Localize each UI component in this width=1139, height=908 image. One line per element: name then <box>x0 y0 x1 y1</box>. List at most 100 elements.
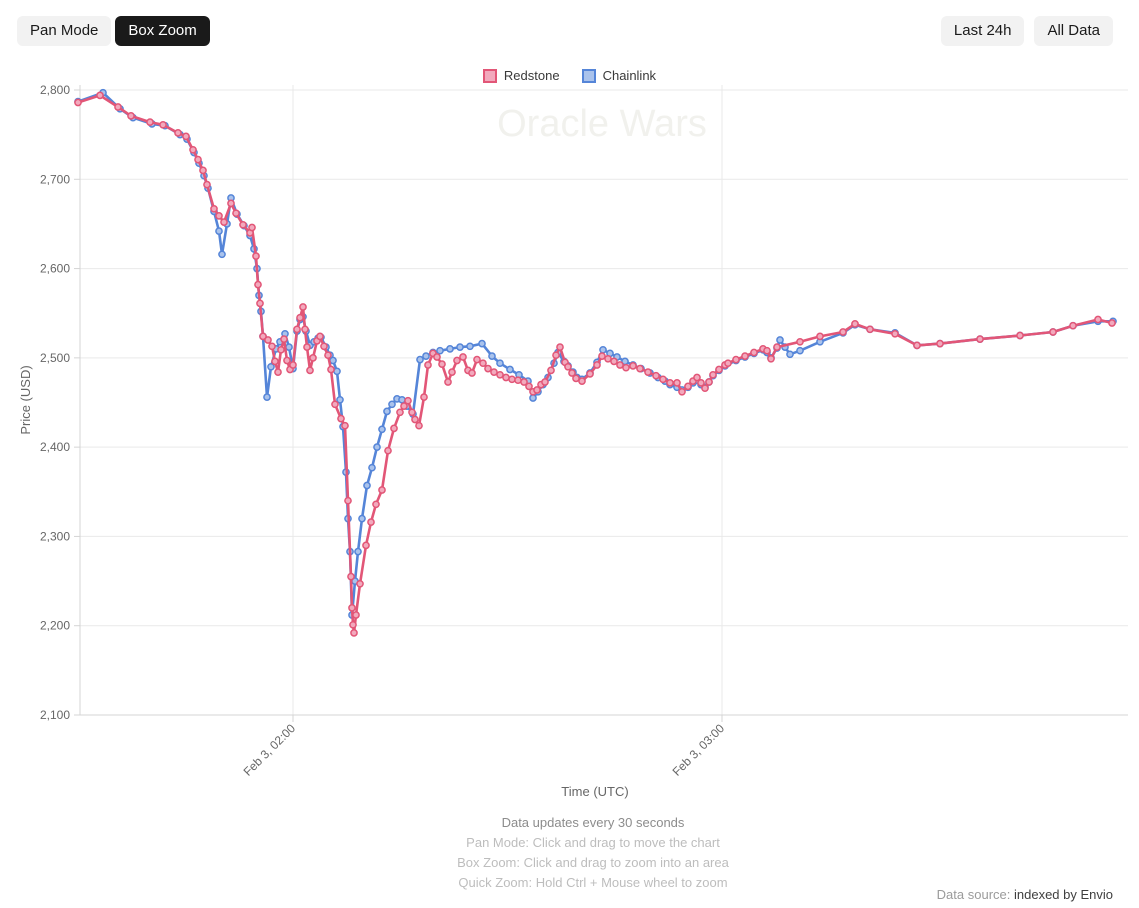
redstone-point <box>146 118 154 126</box>
redstone-point <box>976 335 984 343</box>
y-axis-title: Price (USD) <box>18 365 33 434</box>
redstone-swatch-icon <box>482 68 497 83</box>
y-tick-label: 2,600 <box>40 262 70 276</box>
pan-mode-note: Pan Mode: Click and drag to move the cha… <box>466 835 720 850</box>
range-toolbar: Last 24h All Data <box>940 16 1113 46</box>
redstone-point <box>796 337 804 346</box>
y-tick-label: 2,100 <box>40 708 70 722</box>
redstone-point <box>268 342 276 351</box>
redstone-point <box>299 303 307 311</box>
redstone-point <box>636 364 644 373</box>
chainlink-point <box>358 514 366 523</box>
redstone-point <box>479 359 487 368</box>
redstone-point <box>448 368 456 376</box>
watermark: Oracle Wars <box>497 103 707 145</box>
redstone-point <box>547 366 555 375</box>
redstone-point <box>324 351 332 360</box>
redstone-point <box>652 371 660 380</box>
redstone-point <box>424 361 432 369</box>
redstone-point <box>533 386 541 394</box>
legend-item-chainlink[interactable]: Chainlink <box>581 68 656 83</box>
pan-mode-button[interactable]: Pan Mode <box>17 16 112 46</box>
redstone-point <box>568 369 576 377</box>
envio-link[interactable]: indexed by Envio <box>1013 887 1113 902</box>
redstone-point <box>1069 321 1077 330</box>
redstone-point <box>525 382 533 391</box>
redstone-point <box>610 357 618 366</box>
redstone-point <box>182 132 190 141</box>
data-source-prefix: Data source: <box>936 887 1011 902</box>
redstone-point <box>348 604 356 612</box>
redstone-point <box>586 370 594 378</box>
legend-item-redstone[interactable]: Redstone <box>482 68 560 83</box>
redstone-point <box>337 414 345 423</box>
redstone-point <box>232 209 240 218</box>
redstone-point <box>254 280 262 289</box>
redstone-point <box>227 199 235 208</box>
redstone-point <box>289 361 297 369</box>
redstone-point <box>220 218 228 226</box>
redstone-point <box>264 336 272 344</box>
chainlink-point <box>267 362 275 371</box>
redstone-point <box>705 378 713 386</box>
redstone-point <box>453 356 461 365</box>
redstone-point <box>274 368 282 376</box>
redstone-point <box>316 332 324 341</box>
redstone-point <box>114 103 122 111</box>
redstone-point <box>390 424 398 433</box>
chainlink-point <box>336 395 344 404</box>
redstone-point <box>327 365 335 374</box>
redstone-point <box>715 365 723 374</box>
redstone-point <box>767 354 775 363</box>
chainlink-point <box>776 336 784 344</box>
chart-legend: Redstone Chainlink <box>0 68 1139 83</box>
mode-toolbar: Pan Mode Box Zoom <box>17 16 210 46</box>
redstone-point <box>693 373 701 382</box>
data-source: Data source: indexed by Envio <box>937 887 1113 902</box>
redstone-point <box>199 166 207 175</box>
redstone-point <box>673 379 681 387</box>
redstone-point <box>891 329 899 338</box>
redstone-point <box>210 204 218 213</box>
box-zoom-note: Box Zoom: Click and drag to zoom into an… <box>457 855 729 870</box>
chainlink-point <box>599 345 607 354</box>
chainlink-point <box>466 342 474 351</box>
redstone-point <box>303 343 311 351</box>
redstone-point <box>1049 328 1057 336</box>
redstone-point <box>496 370 504 379</box>
last-24h-button[interactable]: Last 24h <box>940 16 1025 46</box>
all-data-button[interactable]: All Data <box>1034 16 1113 46</box>
redstone-point <box>468 369 476 377</box>
redstone-point <box>194 155 202 164</box>
redstone-point <box>74 98 82 107</box>
redstone-point <box>701 384 709 393</box>
redstone-point <box>666 379 674 387</box>
redstone-point <box>203 180 211 189</box>
y-tick-label: 2,200 <box>40 619 70 633</box>
redstone-point <box>408 408 416 417</box>
chainlink-point <box>446 345 454 353</box>
chainlink-point <box>488 352 496 360</box>
redstone-point <box>684 382 692 391</box>
redstone-point <box>277 345 285 354</box>
redstone-point <box>367 518 375 526</box>
chainlink-point <box>263 393 271 401</box>
redstone-point <box>411 415 419 424</box>
redstone-point <box>459 353 467 361</box>
redstone-point <box>256 299 264 308</box>
redstone-point <box>732 355 740 364</box>
box-zoom-button[interactable]: Box Zoom <box>115 16 210 46</box>
chainlink-series <box>74 88 1117 619</box>
redstone-point <box>604 354 612 363</box>
redstone-point <box>378 486 386 494</box>
redstone-point <box>433 353 441 361</box>
update-interval-note: Data updates every 30 seconds <box>501 815 685 830</box>
legend-label-redstone: Redstone <box>503 68 560 83</box>
redstone-point <box>347 572 355 581</box>
redstone-point <box>296 313 304 322</box>
redstone-point <box>438 360 446 368</box>
redstone-point <box>280 335 288 343</box>
redstone-point <box>293 325 301 334</box>
redstone-point <box>320 342 328 351</box>
